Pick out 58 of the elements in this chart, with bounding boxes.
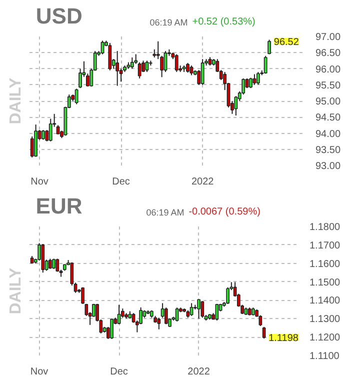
y-tick-label: 95.50 [316,80,341,92]
y-tick-label: 1.1500 [310,277,341,288]
candlestick [164,307,168,325]
x-tick-label: Nov [30,366,48,378]
candlestick [108,42,112,71]
candlestick [186,62,190,74]
candlestick [190,302,194,316]
text: +0.52 (0.53%) [192,16,256,28]
y-tick-label: 96.00 [316,64,341,76]
y-tick-label: 97.00 [316,32,341,43]
x-tick-label: Dec [110,366,128,378]
candlestick [190,65,194,76]
y-tick-label: 1.1300 [310,314,341,326]
chart-title: EUR [36,194,82,218]
candlestick [174,54,178,72]
y-tick-label: 1.1800 [310,222,341,233]
candlestick [252,74,256,86]
candlestick [262,326,266,340]
candlestick [74,88,78,105]
y-tick-label: 93.50 [316,144,341,156]
y-tick-label: 94.50 [316,112,341,124]
candlestick [215,303,219,321]
candlestick [100,40,104,55]
candlestick [110,318,114,340]
x-tick-label: 2022 [191,176,214,188]
candlestick [117,304,121,325]
y-tick-label: 1.1700 [310,240,341,252]
candlestick [145,60,149,72]
y-tick-label: 1.1200 [310,332,341,344]
candlestick [130,56,134,70]
x-tick-label: Nov [30,176,48,188]
candlestick [175,307,179,322]
y-tick-label: 94.00 [316,128,341,140]
candlestick [48,118,52,142]
chart-subtitle: 06:19 AM [150,18,188,28]
y-tick-label: 1.1100 [310,351,340,362]
x-tick-label: 2022 [188,366,210,378]
candlestick [200,58,204,86]
candlestick [116,50,120,86]
candlestick [256,71,260,86]
x-tick-label: Dec [112,176,130,188]
candlestick [268,39,271,55]
y-tick-label: 1.1600 [310,258,341,270]
candlestick [157,317,161,330]
candlestick [249,77,252,89]
candlestick [264,55,268,74]
chart-subtitle: 06:19 AM [146,208,184,218]
y-tick-label: 93.00 [316,161,341,172]
y-tick-label: 1.1400 [310,296,341,307]
candlestick [234,96,238,116]
candlestick [197,298,200,320]
y-tick-label: 96.50 [316,48,341,60]
candlestick [42,130,45,140]
candlestick [81,286,84,304]
text: -0.0067 (0.59%) [188,206,260,218]
chart-title: USD [36,4,82,28]
candlestick [48,258,52,270]
y-tick-label: 95.00 [316,96,341,108]
